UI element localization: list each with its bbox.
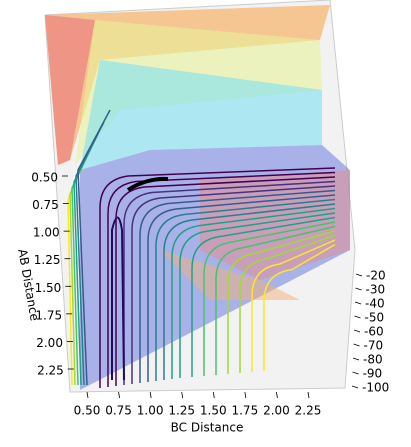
z-tick-label: -80 (363, 353, 383, 367)
contour-line (107, 171, 336, 387)
z-tick-label: -30 (366, 283, 386, 297)
contour-line (191, 216, 336, 377)
y-tick-label: 1.25 (34, 253, 61, 267)
x-tick (181, 391, 184, 399)
contour-line (251, 239, 336, 372)
z-tick (354, 301, 362, 305)
x-tick-label: 2.00 (263, 404, 290, 418)
x-tick (276, 391, 278, 399)
z-tick-label: -20 (366, 269, 386, 283)
x-tick-label: 1.00 (137, 404, 164, 418)
y-tick-label: 0.75 (32, 198, 59, 212)
z-tick (353, 343, 360, 347)
contour-line (111, 216, 125, 381)
contour-line (179, 212, 336, 378)
z-tick-label: -50 (365, 311, 385, 325)
y-tick-label: 1.00 (33, 226, 60, 240)
z-tick-label: -40 (365, 297, 385, 311)
z-tick (355, 273, 363, 277)
contour-line (163, 203, 336, 380)
z-tick (355, 287, 362, 291)
x-tick-label: 1.25 (168, 404, 195, 418)
contour-line (171, 207, 336, 379)
z-tick-label: -70 (364, 339, 384, 353)
z-tick-label: -100 (362, 381, 389, 395)
x-axis-label: BC Distance (171, 421, 244, 435)
x-tick (118, 391, 120, 399)
x-tick-label: 2.25 (295, 404, 322, 418)
contour-line (203, 221, 336, 376)
trajectory (126, 176, 169, 192)
contour-line (155, 198, 336, 381)
x-tick-label: 0.50 (74, 404, 101, 418)
y-tick-label: 1.50 (35, 281, 62, 295)
y-tick-label: 0.50 (31, 171, 58, 185)
surface-scene (44, 0, 356, 393)
x-tick (86, 391, 89, 399)
x-tick (212, 391, 215, 399)
z-tick-label: -60 (364, 325, 384, 339)
contour-line (139, 189, 336, 383)
x-tick-label: 1.50 (200, 404, 227, 418)
x-tick (149, 391, 152, 399)
y-tick-label: 2.25 (37, 364, 64, 378)
x-tick (307, 391, 310, 399)
y-tick-label: 2.00 (36, 336, 63, 350)
contour-line (123, 180, 336, 385)
contours (67, 109, 336, 388)
surface-band (80, 60, 322, 170)
z-tick (354, 315, 361, 319)
contour-line (215, 225, 336, 375)
contour-line (99, 167, 336, 388)
contour-line (227, 230, 336, 374)
contour-line (239, 234, 336, 373)
contour-line (263, 243, 336, 371)
z-tick (353, 329, 361, 333)
z-tick-label: -90 (363, 367, 383, 381)
contour-line (147, 194, 336, 382)
z-tick (352, 371, 359, 375)
x-tick-label: 0.75 (105, 404, 132, 418)
surface-left (45, 15, 95, 165)
x-tick (244, 391, 247, 399)
contour-line (131, 185, 336, 384)
x-tick-label: 1.75 (231, 404, 258, 418)
z-tick (352, 357, 360, 361)
y-tick-label: 1.75 (35, 308, 62, 322)
contour-line (77, 109, 111, 386)
surface-region (160, 250, 300, 300)
z-tick (351, 385, 359, 389)
